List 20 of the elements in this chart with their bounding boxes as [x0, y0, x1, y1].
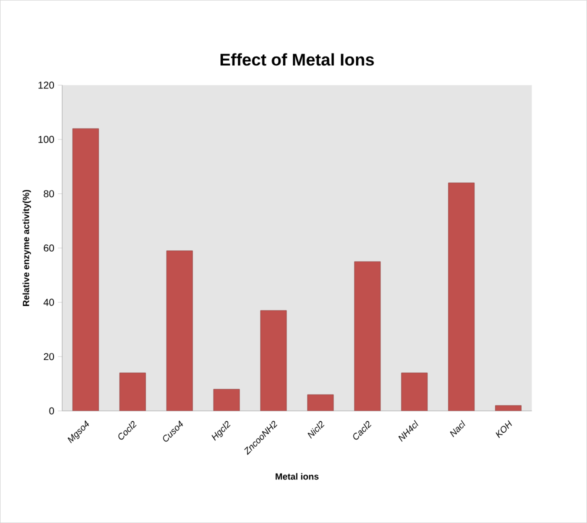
bar — [260, 310, 287, 411]
y-tick-label: 40 — [44, 298, 54, 306]
y-tick-label: 0 — [49, 407, 54, 414]
y-tick-label: 20 — [44, 353, 54, 360]
y-tick-label: 120 — [38, 82, 54, 89]
y-tick-label: 80 — [44, 190, 54, 198]
bar — [166, 250, 193, 411]
bar — [213, 388, 240, 411]
x-axis-title: Metal ions — [276, 473, 319, 480]
bar — [119, 372, 146, 411]
y-tick-label: 60 — [44, 244, 54, 252]
bar — [307, 394, 334, 411]
bar — [495, 405, 522, 411]
bar — [354, 261, 381, 411]
bar — [72, 128, 99, 411]
bar — [401, 372, 428, 411]
bar — [448, 182, 475, 411]
chart-title: Effect of Metal Ions — [220, 53, 374, 66]
y-axis-title: Relative enzyme activity(%) — [22, 190, 31, 306]
y-tick-label: 100 — [38, 136, 54, 143]
